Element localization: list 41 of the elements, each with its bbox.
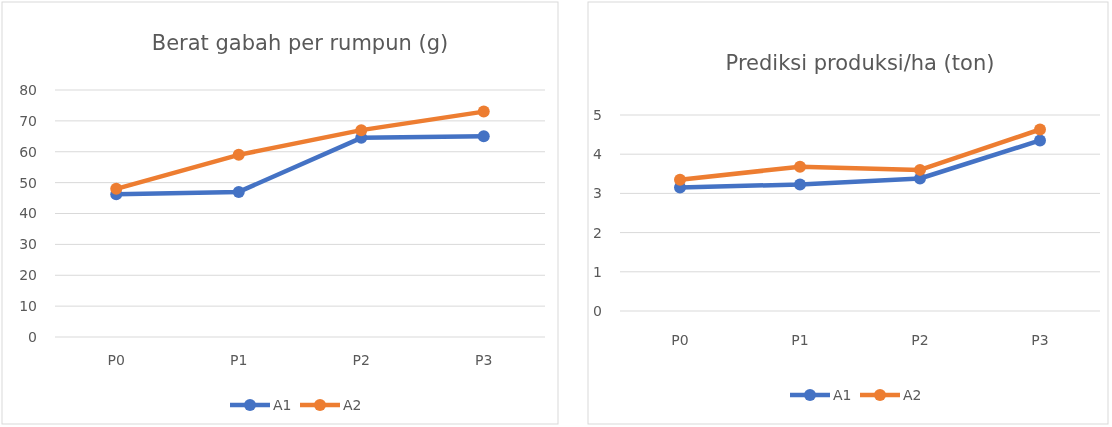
y-tick-label: 3 — [593, 185, 602, 202]
x-tick-label: P3 — [1031, 332, 1049, 348]
point — [477, 105, 490, 118]
y-tick-label: 1 — [593, 263, 602, 280]
x-tick-label: P1 — [230, 352, 248, 368]
y-tick-label: 2 — [593, 224, 602, 241]
y-tick-label: 70 — [19, 112, 37, 129]
y-tick-label: 50 — [19, 174, 37, 191]
x-tick-label: P3 — [475, 352, 493, 368]
point — [914, 163, 926, 176]
y-tick-label: 60 — [19, 143, 37, 160]
chart-title: Prediksi produksi/ha (ton) — [725, 51, 995, 75]
point — [477, 130, 490, 143]
y-tick-label: 10 — [19, 298, 37, 315]
point — [355, 124, 368, 137]
legend-label: A1 — [273, 396, 292, 413]
point — [1034, 123, 1046, 136]
y-tick-label: 40 — [19, 205, 37, 222]
y-tick-label: 20 — [19, 267, 37, 284]
point — [794, 160, 806, 173]
x-tick-label: P2 — [911, 332, 929, 348]
point — [110, 182, 123, 195]
y-tick-label: 30 — [19, 236, 37, 253]
point — [674, 173, 686, 186]
point — [232, 185, 245, 198]
point — [794, 178, 806, 191]
y-tick-label: 4 — [593, 146, 603, 163]
legend-label: A1 — [833, 386, 852, 403]
legend-label: A2 — [903, 386, 922, 403]
point — [1034, 134, 1046, 147]
y-tick-label: 0 — [28, 328, 37, 345]
x-tick-label: P2 — [352, 352, 370, 368]
x-tick-label: P1 — [791, 332, 809, 348]
x-tick-label: P0 — [107, 352, 125, 368]
legend-label: A2 — [343, 396, 362, 413]
point — [232, 148, 245, 161]
y-tick-label: 0 — [593, 302, 602, 319]
y-tick-label: 80 — [19, 81, 37, 98]
chart-title: Berat gabah per rumpun (g) — [151, 31, 449, 55]
x-tick-label: P0 — [671, 332, 689, 348]
y-tick-label: 5 — [593, 106, 602, 123]
